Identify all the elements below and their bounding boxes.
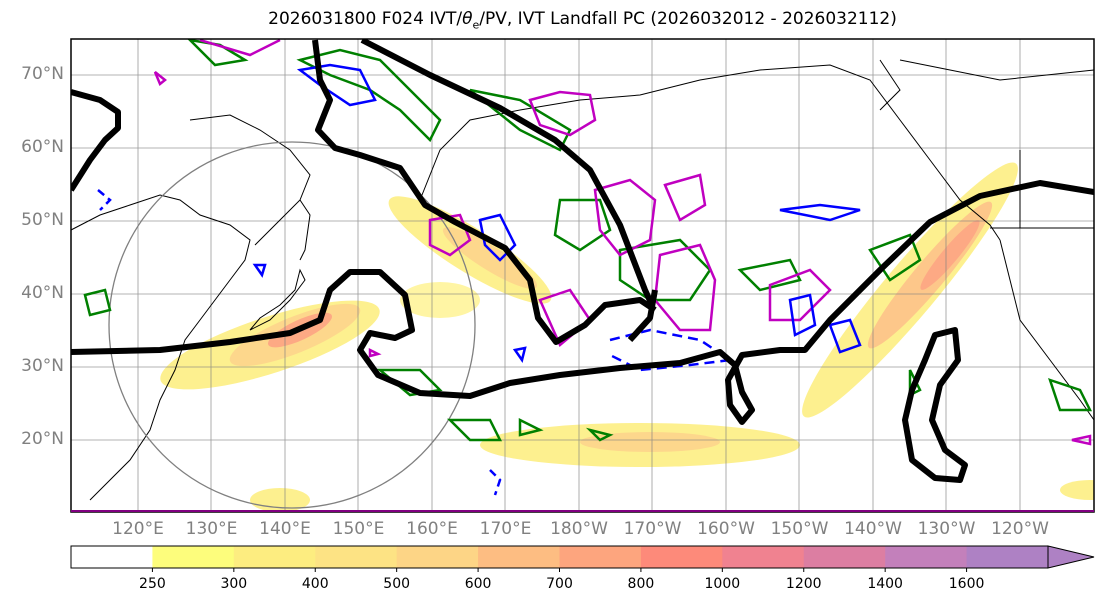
colorbar-segment bbox=[885, 546, 968, 568]
colorbar-tick-label: 300 bbox=[220, 576, 248, 592]
landfall-region-circle bbox=[108, 141, 476, 509]
colorbar-tick-label: 400 bbox=[301, 576, 329, 592]
colorbar-extend-arrow bbox=[1047, 545, 1095, 569]
ivt-shading bbox=[160, 162, 1094, 512]
colorbar bbox=[70, 545, 1095, 572]
colorbar-tick-label: 700 bbox=[546, 576, 573, 592]
colorbar-segment bbox=[71, 546, 153, 568]
colorbar-segment bbox=[966, 546, 1048, 568]
lon-label: 150°W bbox=[770, 519, 829, 539]
coastlines bbox=[71, 59, 1094, 501]
colorbar-tick-label: 1200 bbox=[785, 576, 822, 592]
lat-label: 60°N bbox=[21, 137, 64, 157]
lon-label: 180°W bbox=[550, 519, 608, 539]
colorbar-tick-label: 600 bbox=[464, 576, 492, 592]
lat-label: 50°N bbox=[21, 210, 64, 230]
chart-title: 2026031800 F024 IVT/θe/PV, IVT Landfall … bbox=[268, 9, 897, 32]
pv-2pvu-contours bbox=[71, 39, 1094, 483]
lon-label: 130°E bbox=[185, 519, 238, 539]
colorbar-segment bbox=[315, 546, 398, 568]
lon-label: 120°W bbox=[991, 519, 1049, 539]
lat-label: 20°N bbox=[21, 429, 64, 449]
colorbar-segment bbox=[152, 546, 235, 568]
colorbar-segment bbox=[233, 546, 316, 568]
lat-label: 40°N bbox=[21, 283, 64, 303]
colorbar-segment bbox=[722, 546, 805, 568]
colorbar-tick-label: 1400 bbox=[867, 576, 903, 592]
colorbar-tick-label: 500 bbox=[383, 576, 411, 592]
lon-label: 170°W bbox=[623, 519, 682, 539]
lat-label: 70°N bbox=[21, 64, 64, 84]
colorbar-segment bbox=[640, 546, 723, 568]
lon-label: 140°W bbox=[844, 519, 902, 539]
lon-label: 160°W bbox=[697, 519, 755, 539]
colorbar-tick-label: 1000 bbox=[704, 576, 741, 592]
colorbar-tick-label: 250 bbox=[139, 576, 166, 592]
colorbar-segment bbox=[478, 546, 560, 568]
lon-label: 160°E bbox=[406, 519, 458, 539]
colorbar-segment bbox=[803, 546, 886, 568]
lon-label: 120°E bbox=[112, 519, 164, 539]
lon-label: 130°W bbox=[917, 519, 976, 539]
lon-label: 150°E bbox=[332, 519, 385, 539]
colorbar-tick-label: 800 bbox=[627, 576, 655, 592]
lon-label: 170°E bbox=[479, 519, 532, 539]
lon-label: 140°E bbox=[259, 519, 311, 539]
colorbar-segment bbox=[396, 546, 479, 568]
gridlines bbox=[71, 39, 1094, 512]
colorbar-tick-label: 1600 bbox=[948, 576, 985, 592]
lat-label: 30°N bbox=[21, 356, 64, 376]
colorbar-segment bbox=[559, 546, 642, 568]
